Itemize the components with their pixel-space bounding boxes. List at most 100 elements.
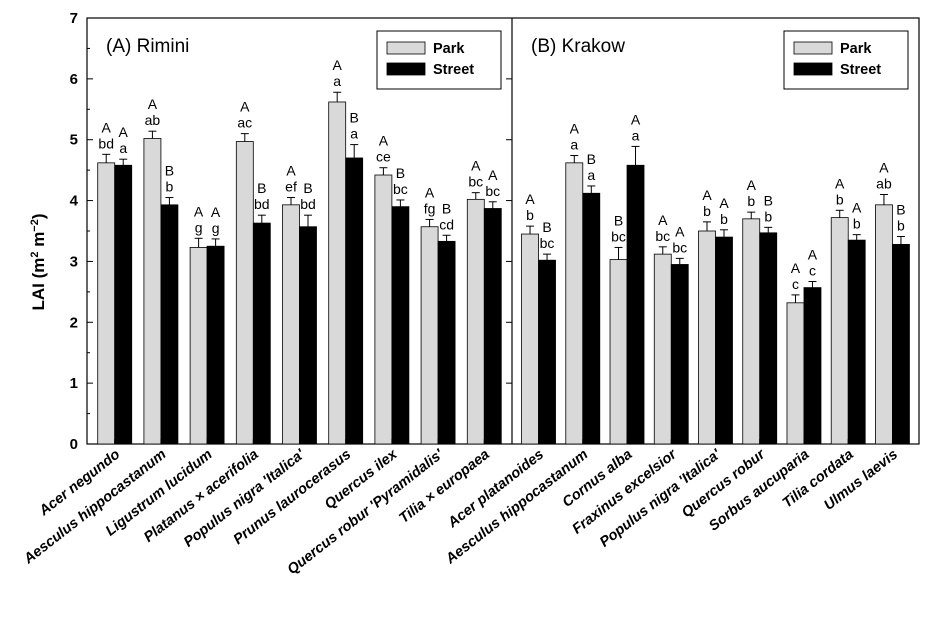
- bar-street: [160, 204, 179, 445]
- bar-park: [374, 174, 393, 445]
- significance-letter-lower: ac: [237, 115, 252, 131]
- significance-letter-upper: A: [102, 119, 112, 135]
- significance-letter-lower: cd: [439, 216, 454, 232]
- significance-letter-upper: A: [702, 187, 712, 203]
- significance-letter-upper: A: [879, 159, 889, 175]
- bar-park: [282, 204, 300, 445]
- legend-swatch-street: [386, 62, 426, 76]
- bar-park: [521, 233, 539, 445]
- bar-park: [698, 230, 716, 445]
- significance-letter-lower: b: [764, 208, 772, 224]
- significance-letter-upper: A: [488, 167, 498, 183]
- bar-street: [483, 208, 502, 445]
- legend-box: [783, 30, 909, 90]
- legend-label-park: Park: [840, 41, 872, 57]
- significance-letter-lower: a: [333, 73, 341, 89]
- bar-park: [97, 162, 116, 445]
- significance-letter-upper: B: [257, 180, 266, 196]
- significance-letter-upper: A: [119, 124, 129, 140]
- y-tick-label: 5: [70, 132, 78, 149]
- significance-letter-lower: a: [119, 140, 127, 156]
- y-tick-label: 0: [70, 436, 78, 453]
- bar-park: [742, 218, 761, 445]
- legend-label-street: Street: [433, 62, 474, 78]
- y-tick-label: 3: [70, 253, 78, 270]
- significance-letter-lower: bc: [611, 228, 626, 244]
- significance-letter-lower: c: [809, 263, 816, 279]
- bar-park: [143, 138, 162, 445]
- significance-letter-lower: bc: [485, 183, 500, 199]
- y-tick-label: 6: [70, 71, 78, 88]
- significance-letter-upper: A: [525, 191, 535, 207]
- significance-letter-upper: B: [396, 165, 405, 181]
- significance-letter-lower: ab: [876, 175, 892, 191]
- significance-letter-upper: A: [240, 99, 250, 115]
- significance-letter-upper: A: [808, 247, 818, 263]
- significance-letter-lower: bc: [468, 174, 483, 190]
- significance-letter-upper: A: [425, 184, 435, 200]
- significance-letter-lower: c: [792, 276, 799, 292]
- bar-park: [565, 162, 584, 445]
- significance-letter-lower: ef: [285, 179, 297, 195]
- significance-letter-lower: a: [587, 167, 595, 183]
- bar-street: [345, 157, 364, 445]
- significance-letter-upper: A: [570, 121, 580, 137]
- significance-letter-lower: g: [195, 219, 203, 235]
- significance-letter-upper: A: [194, 203, 204, 219]
- bar-park: [235, 141, 254, 445]
- bar-street: [538, 259, 556, 445]
- significance-letter-lower: bc: [655, 228, 670, 244]
- bar-park: [786, 302, 805, 445]
- significance-letter-upper: B: [350, 110, 359, 126]
- y-axis-title-sup2: −2: [29, 219, 41, 232]
- bar-park: [189, 247, 208, 445]
- bar-street: [847, 239, 866, 445]
- significance-letter-upper: A: [148, 96, 158, 112]
- significance-letter-lower: a: [570, 137, 578, 153]
- legend-box: [376, 30, 502, 90]
- panel-title: (A) Rimini: [106, 36, 189, 57]
- y-tick-label: 7: [70, 10, 78, 27]
- significance-letter-lower: b: [747, 193, 755, 209]
- y-axis-title: LAI (m2 m−2): [29, 213, 48, 310]
- significance-letter-lower: fg: [424, 200, 436, 216]
- significance-letter-lower: bd: [254, 196, 270, 212]
- bar-street: [759, 232, 778, 445]
- significance-letter-lower: b: [853, 216, 861, 232]
- significance-letter-upper: A: [747, 177, 757, 193]
- significance-letter-lower: bd: [98, 135, 114, 151]
- significance-letter-lower: b: [836, 191, 844, 207]
- bar-park: [653, 253, 672, 445]
- significance-letter-lower: bc: [672, 239, 687, 255]
- y-axis-title-part3: ): [29, 213, 48, 219]
- bar-street: [715, 236, 733, 445]
- y-axis-title-part2: m: [29, 232, 48, 252]
- legend-swatch-park: [793, 41, 833, 55]
- bar-street: [670, 264, 689, 445]
- significance-letter-upper: A: [675, 223, 685, 239]
- bar-street: [892, 243, 910, 445]
- significance-letter-upper: B: [614, 212, 623, 228]
- significance-letter-upper: A: [852, 200, 862, 216]
- y-tick-label: 4: [70, 193, 79, 210]
- bar-street: [803, 287, 822, 445]
- significance-letter-upper: A: [719, 195, 729, 211]
- significance-letter-lower: a: [350, 126, 358, 142]
- significance-letter-upper: A: [286, 163, 296, 179]
- significance-letter-lower: bd: [300, 196, 316, 212]
- legend-swatch-park: [386, 41, 426, 55]
- y-tick-label: 2: [70, 314, 78, 331]
- significance-letter-lower: b: [703, 203, 711, 219]
- significance-letter-upper: B: [896, 201, 905, 217]
- bar-park: [466, 198, 485, 445]
- significance-letter-upper: A: [471, 158, 481, 174]
- panel-title: (B) Krakow: [531, 36, 625, 57]
- significance-letter-upper: A: [835, 175, 845, 191]
- significance-letter-lower: b: [526, 207, 534, 223]
- significance-letter-lower: b: [720, 211, 728, 227]
- legend-label-street: Street: [840, 62, 881, 78]
- legend-swatch-street: [793, 62, 833, 76]
- bar-street: [252, 222, 271, 445]
